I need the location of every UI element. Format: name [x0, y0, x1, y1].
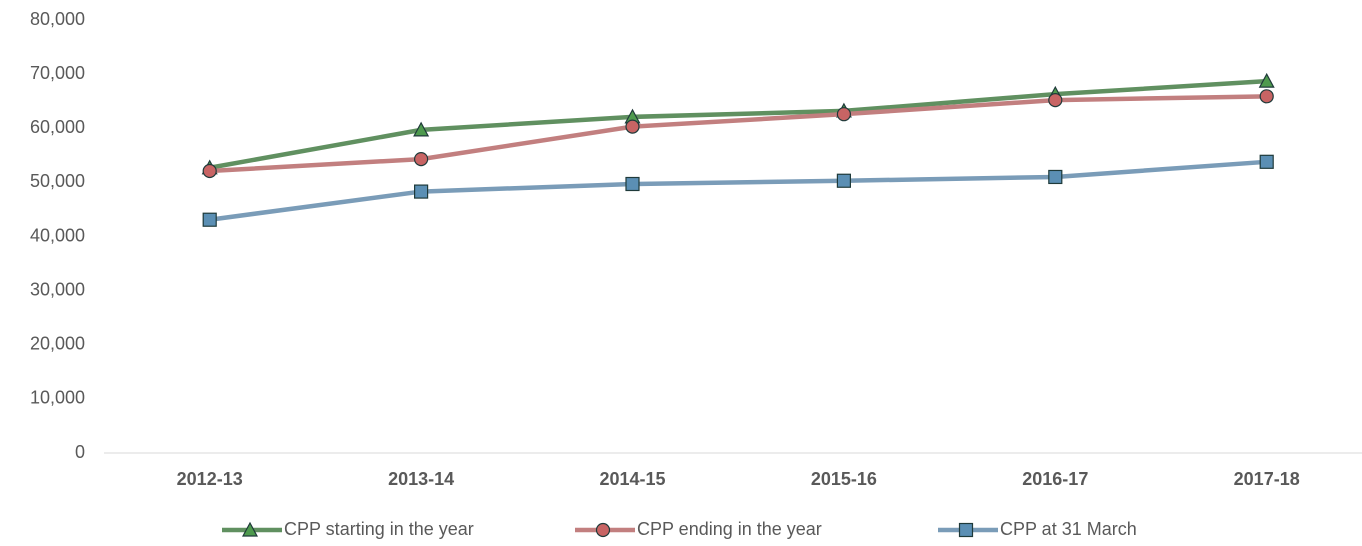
- y-tick-label: 70,000: [30, 63, 85, 83]
- legend-marker: [241, 521, 259, 537]
- data-point: [1048, 169, 1063, 185]
- y-tick-label: 10,000: [30, 388, 85, 408]
- series-line: [209, 159, 1267, 222]
- data-point: [413, 121, 430, 137]
- data-point: [1259, 154, 1274, 169]
- legend-marker: [958, 522, 974, 538]
- legend-label: CPP ending in the year: [637, 519, 822, 539]
- data-point: [1048, 93, 1063, 108]
- data-point: [836, 173, 852, 188]
- data-point: [202, 212, 217, 227]
- x-tick-label: 2013-14: [388, 469, 454, 489]
- y-tick-label: 0: [75, 442, 85, 462]
- x-tick-label: 2012-13: [177, 469, 243, 489]
- x-tick-label: 2016-17: [1022, 469, 1088, 489]
- x-tick-label: 2017-18: [1234, 469, 1300, 489]
- x-tick-label: 2015-16: [811, 469, 877, 489]
- data-point: [836, 107, 852, 122]
- data-point: [202, 163, 217, 179]
- data-point: [1259, 89, 1274, 104]
- data-point: [625, 176, 640, 192]
- legend-marker: [595, 522, 611, 538]
- legend-label: CPP starting in the year: [284, 519, 474, 539]
- series-line: [209, 78, 1267, 170]
- y-tick-label: 20,000: [30, 334, 85, 354]
- data-point: [1258, 72, 1275, 88]
- y-tick-label: 40,000: [30, 225, 85, 245]
- data-point: [625, 119, 640, 134]
- data-point: [414, 152, 429, 167]
- y-tick-label: 50,000: [30, 171, 85, 191]
- x-tick-label: 2014-15: [599, 469, 665, 489]
- legend-label: CPP at 31 March: [1000, 519, 1137, 539]
- y-tick-label: 60,000: [30, 117, 85, 137]
- y-tick-label: 30,000: [30, 279, 85, 299]
- y-tick-label: 80,000: [30, 9, 85, 29]
- series-line: [209, 94, 1267, 174]
- data-point: [414, 184, 429, 199]
